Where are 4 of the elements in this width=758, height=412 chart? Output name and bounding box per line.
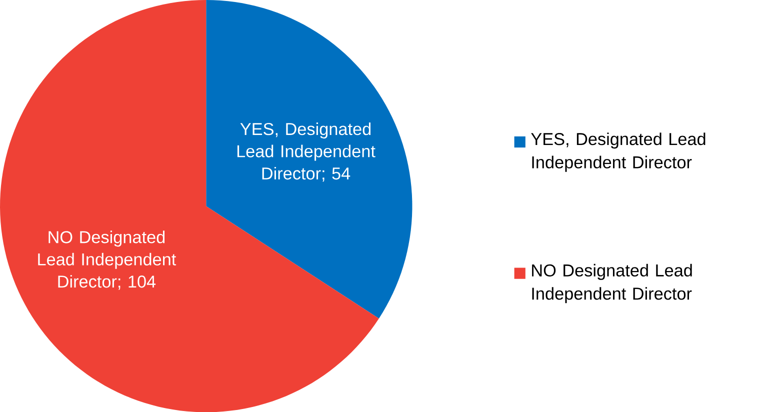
data-label: YES, Designated Lead Independent Director; 54 [237,122,376,182]
legend-label: NO Designated Lead Independent Director [532,264,692,304]
legend-label: YES, Designated Lead Independent Director [531,132,706,172]
data-label: NO Designated Lead Independent Director; 104 [38,230,176,290]
